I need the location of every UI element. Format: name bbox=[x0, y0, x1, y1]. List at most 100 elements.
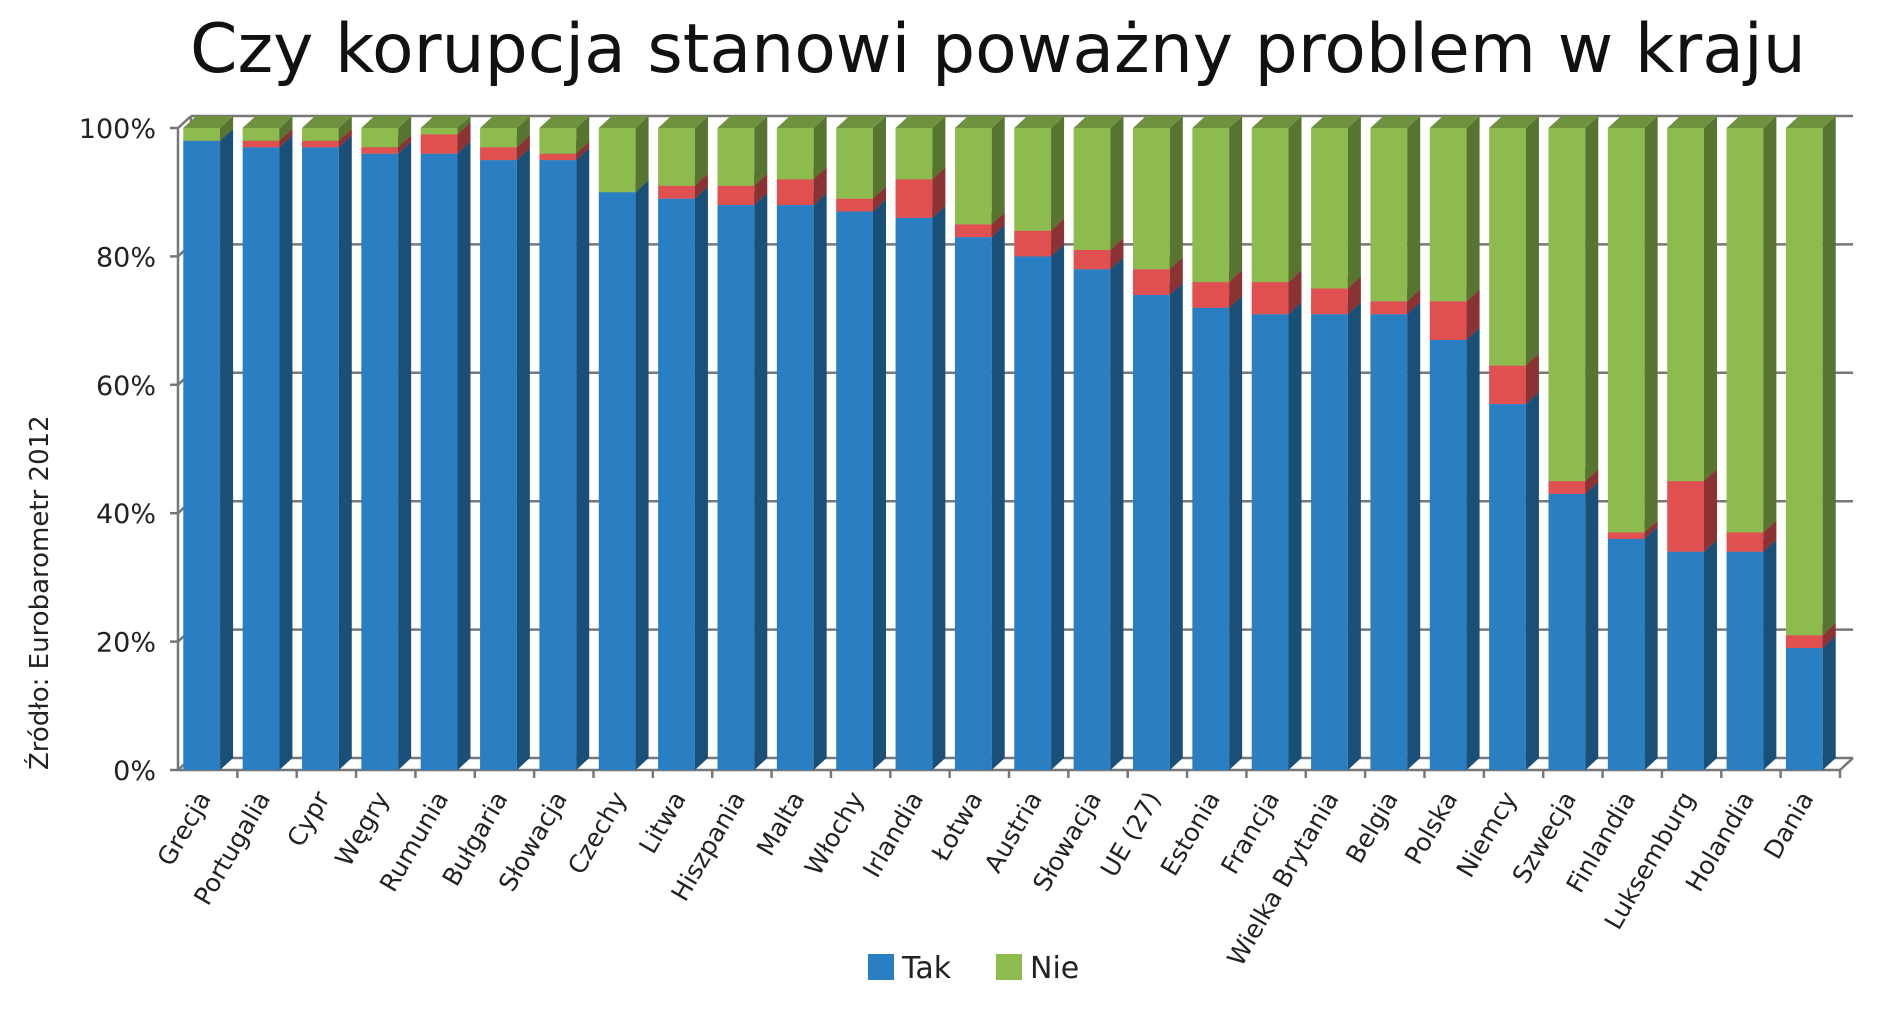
bar-side bbox=[1585, 469, 1599, 494]
bar-front bbox=[836, 128, 874, 199]
bar-top bbox=[717, 116, 768, 128]
bar-segment-tak bbox=[1192, 295, 1243, 770]
bar-side bbox=[338, 128, 352, 148]
bar-side bbox=[1763, 520, 1777, 552]
bar-front bbox=[1548, 493, 1586, 770]
bar-side bbox=[1169, 282, 1183, 770]
bar-front bbox=[361, 147, 399, 154]
bar-side bbox=[1407, 302, 1421, 770]
bar-side bbox=[1644, 116, 1658, 533]
bar-side bbox=[338, 116, 352, 141]
bar-segment-tak bbox=[1132, 282, 1183, 770]
bar-top bbox=[480, 116, 530, 128]
bar-segment-tak bbox=[1726, 539, 1777, 770]
bar-front bbox=[1607, 532, 1645, 539]
bar-top bbox=[301, 116, 352, 128]
bar-top bbox=[895, 116, 946, 128]
bar-front bbox=[1429, 339, 1467, 770]
bar-front bbox=[836, 198, 874, 212]
bar-front bbox=[1014, 230, 1052, 257]
bar-segment-tak bbox=[242, 135, 293, 770]
bar-front bbox=[1073, 269, 1111, 770]
bar-side bbox=[279, 135, 293, 770]
bar-front bbox=[1132, 269, 1170, 295]
bar-side bbox=[1644, 520, 1658, 539]
bar-front bbox=[895, 217, 933, 770]
y-tick-label: 0% bbox=[113, 756, 156, 787]
bar-side bbox=[1347, 276, 1361, 315]
bar-segment-nie bbox=[301, 116, 352, 141]
x-tick-label: Grecja bbox=[152, 787, 217, 871]
bar-segment-nie bbox=[1667, 116, 1718, 482]
bar-front bbox=[1073, 128, 1111, 250]
bar-front bbox=[1251, 128, 1289, 283]
bar-front bbox=[183, 128, 221, 141]
bar-side bbox=[813, 193, 827, 771]
bar-front bbox=[1429, 301, 1467, 340]
bar-segment-tak bbox=[539, 148, 590, 771]
bar-segment-nie bbox=[183, 116, 234, 141]
bar-front bbox=[776, 205, 814, 771]
bar-top bbox=[1073, 116, 1124, 128]
bar-front bbox=[1785, 635, 1823, 649]
legend-swatch bbox=[996, 954, 1022, 980]
bar-top bbox=[1785, 116, 1836, 128]
bar-segment-nie bbox=[480, 116, 530, 148]
y-tick-label: 40% bbox=[96, 499, 156, 530]
bar-segment-nie bbox=[598, 116, 649, 193]
bar-side bbox=[457, 141, 471, 770]
bar-front bbox=[539, 128, 577, 154]
x-axis-depth bbox=[1839, 757, 1854, 771]
bar-side bbox=[1229, 116, 1243, 283]
bar-segment-tak bbox=[1489, 392, 1539, 770]
bar-front bbox=[1785, 648, 1823, 770]
bar-front bbox=[658, 198, 695, 770]
bar-side bbox=[516, 116, 530, 148]
bar-top bbox=[1607, 116, 1658, 128]
bar-front bbox=[1370, 128, 1408, 302]
bar-top bbox=[1667, 116, 1718, 128]
bar-front bbox=[420, 128, 458, 135]
legend-label: Tak bbox=[901, 951, 952, 986]
bar-front bbox=[361, 153, 399, 770]
source-label: Źródło: Eurobarometr 2012 bbox=[23, 415, 55, 770]
bar-side bbox=[398, 141, 412, 770]
x-tick-label: Polska bbox=[1399, 787, 1464, 870]
bar-segment-tak bbox=[1251, 302, 1302, 770]
bar-side bbox=[457, 122, 471, 154]
bar-side bbox=[1822, 623, 1836, 649]
bar-front bbox=[301, 140, 339, 148]
bar-top bbox=[1132, 116, 1183, 128]
bar-side bbox=[1051, 116, 1065, 231]
bar-side bbox=[1644, 526, 1658, 770]
y-tick-label: 20% bbox=[96, 628, 156, 659]
bar-top bbox=[1370, 116, 1421, 128]
bar-segment-nie bbox=[1073, 116, 1124, 250]
bar-front bbox=[1489, 365, 1526, 405]
x-tick-label: Dania bbox=[1758, 787, 1819, 864]
bar-segment-tak bbox=[1014, 244, 1065, 770]
bar-segment-nie bbox=[1607, 116, 1658, 533]
bar-segment-tak bbox=[895, 205, 946, 770]
legend-label: Nie bbox=[1030, 951, 1079, 986]
bar-top bbox=[836, 116, 887, 128]
bar-segment-nie bbox=[1785, 116, 1836, 636]
bar-top bbox=[1251, 116, 1302, 128]
bar-front bbox=[954, 237, 992, 770]
bar-front bbox=[242, 140, 280, 148]
bar-side bbox=[457, 116, 471, 135]
bar-side bbox=[338, 135, 352, 770]
bar-segment-tak bbox=[1073, 257, 1124, 770]
bar-side bbox=[576, 116, 590, 154]
bar-front bbox=[1667, 128, 1705, 482]
bar-segment-tak bbox=[776, 193, 827, 771]
bar-front bbox=[776, 179, 814, 206]
bar-front bbox=[183, 140, 221, 771]
bar-side bbox=[1585, 116, 1599, 482]
x-tick-label: Czechy bbox=[562, 786, 632, 879]
bar-side bbox=[1110, 116, 1124, 250]
bar-segment-tak bbox=[420, 141, 471, 770]
bar-front bbox=[1192, 128, 1230, 283]
bar-segment-tak bbox=[361, 141, 412, 770]
